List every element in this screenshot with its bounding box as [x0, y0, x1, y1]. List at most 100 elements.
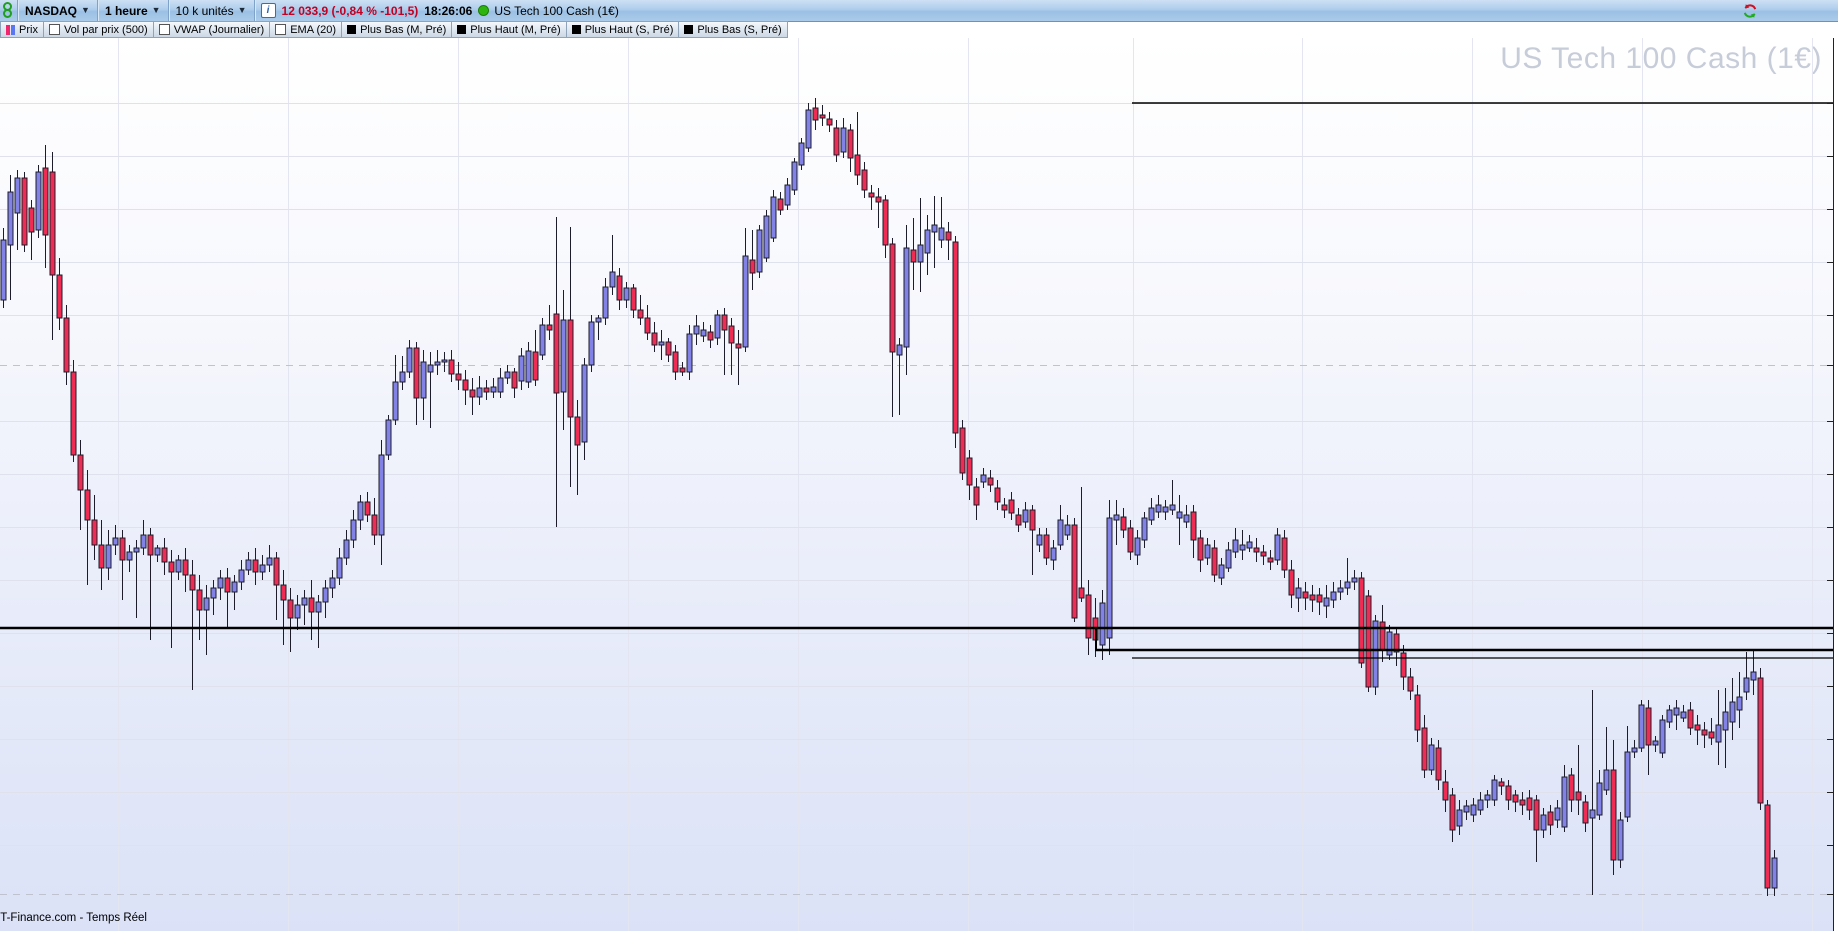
indicator-tab[interactable]: Prix [0, 21, 44, 38]
candle [966, 457, 973, 486]
candle [546, 324, 553, 331]
platform-logo-icon[interactable] [3, 1, 13, 20]
candle [854, 154, 861, 176]
checkbox-icon [48, 24, 60, 35]
candle [1295, 587, 1302, 599]
indicator-tab[interactable]: Plus Haut (M, Pré) [451, 21, 567, 38]
candle [791, 161, 798, 191]
candle [1211, 547, 1218, 576]
candle [1281, 537, 1288, 571]
candle [861, 169, 868, 191]
checkbox-icon [158, 24, 170, 35]
market-selector[interactable]: NASDAQ ▼ [18, 0, 97, 21]
candle [1771, 857, 1778, 889]
candle [1155, 504, 1162, 513]
candle [1078, 587, 1085, 599]
indicator-tab-label: Prix [19, 23, 38, 36]
candle [798, 142, 805, 166]
candle [273, 557, 280, 586]
candle [511, 371, 518, 389]
indicator-tab[interactable]: Plus Bas (M, Pré) [341, 21, 453, 38]
candle [651, 332, 658, 346]
chart-plot-area[interactable] [0, 37, 1838, 931]
candle [1351, 577, 1358, 583]
indicator-tab[interactable]: Plus Bas (S, Pré) [678, 21, 788, 38]
timeframe-label: 1 heure [104, 3, 148, 18]
candle [1743, 677, 1750, 693]
candle [1176, 511, 1183, 519]
candle [1505, 785, 1512, 801]
candle [1610, 769, 1617, 861]
candle [140, 534, 147, 549]
indicator-tab[interactable]: VWAP (Journalier) [152, 21, 271, 38]
quote-time: 18:26:06 [424, 3, 473, 18]
candle [1442, 781, 1449, 801]
candle [14, 177, 21, 214]
candle [1750, 671, 1757, 681]
candle [1708, 731, 1715, 739]
instrument-watermark: US Tech 100 Cash (1€) [1500, 42, 1822, 75]
candle [406, 347, 413, 373]
candle [560, 319, 567, 393]
candle [1120, 516, 1127, 531]
candle [63, 317, 70, 373]
candle [133, 547, 140, 553]
candle [1393, 633, 1400, 653]
candle [1631, 747, 1638, 753]
candle [1288, 569, 1295, 596]
info-icon[interactable]: i [260, 3, 276, 18]
candle [1463, 805, 1470, 813]
candle [1015, 514, 1022, 526]
candle [1183, 514, 1190, 523]
candle [1330, 591, 1337, 601]
candle [1715, 724, 1722, 743]
candle [868, 192, 875, 198]
candle [280, 584, 287, 601]
candle [1043, 534, 1050, 559]
refresh-icon[interactable] [1742, 3, 1758, 19]
candle [882, 199, 889, 246]
candle [1617, 819, 1624, 861]
candle [1386, 631, 1393, 656]
candle [427, 364, 434, 373]
candle [672, 351, 679, 373]
candle [1687, 709, 1694, 729]
units-selector[interactable]: 10 k unités ▼ [169, 0, 254, 21]
chevron-down-icon: ▼ [151, 5, 161, 15]
candle [1372, 620, 1379, 688]
candle [602, 286, 609, 319]
candle [385, 419, 392, 456]
candle [1540, 814, 1547, 831]
candle [371, 514, 378, 536]
candle [462, 379, 469, 391]
candle [1470, 804, 1477, 816]
candle [1561, 776, 1568, 828]
candle [1106, 517, 1113, 639]
candle [693, 325, 700, 335]
candle [154, 547, 161, 556]
candle [1449, 794, 1456, 831]
candle [1071, 524, 1078, 619]
indicator-tab-label: Vol par prix (500) [63, 23, 148, 36]
candle [315, 601, 322, 613]
instrument-name: US Tech 100 Cash (1€) [494, 3, 619, 18]
candle [567, 319, 574, 418]
candle [105, 544, 112, 569]
candle [973, 486, 980, 506]
indicator-tab[interactable]: EMA (20) [269, 21, 343, 38]
indicator-tab-label: Plus Haut (S, Pré) [584, 23, 674, 36]
candle [749, 259, 756, 274]
candle [994, 487, 1001, 503]
candle [721, 314, 728, 331]
candle [812, 107, 819, 121]
candle [917, 244, 924, 263]
indicator-tab[interactable]: Plus Haut (S, Pré) [565, 21, 680, 38]
indicator-tab[interactable]: Vol par prix (500) [42, 21, 154, 38]
candle [357, 501, 364, 521]
candle [1589, 809, 1596, 819]
candle [1568, 774, 1575, 801]
candle [1701, 729, 1708, 736]
candle [1169, 504, 1176, 511]
timeframe-selector[interactable]: 1 heure ▼ [98, 0, 168, 21]
price-candles-icon [6, 24, 15, 35]
